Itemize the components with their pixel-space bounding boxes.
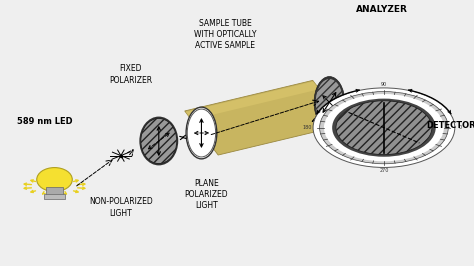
Text: 270: 270 <box>379 168 389 173</box>
Circle shape <box>324 94 444 161</box>
Ellipse shape <box>141 118 177 164</box>
Circle shape <box>319 92 448 164</box>
Text: DETECTOR: DETECTOR <box>427 120 474 130</box>
Polygon shape <box>185 81 319 120</box>
Text: NON-POLARIZED
LIGHT: NON-POLARIZED LIGHT <box>89 197 153 218</box>
Circle shape <box>336 101 432 155</box>
Text: 90: 90 <box>381 82 387 87</box>
Ellipse shape <box>315 78 344 126</box>
Text: SAMPLE TUBE
WITH OPTICALLY
ACTIVE SAMPLE: SAMPLE TUBE WITH OPTICALLY ACTIVE SAMPLE <box>194 19 256 50</box>
Polygon shape <box>185 80 346 155</box>
Text: 180: 180 <box>303 125 312 130</box>
Text: FIXED
POLARIZER: FIXED POLARIZER <box>109 64 152 85</box>
Ellipse shape <box>187 109 216 157</box>
Ellipse shape <box>139 117 178 165</box>
Text: ANALYZER: ANALYZER <box>356 5 408 14</box>
Ellipse shape <box>186 107 217 159</box>
Ellipse shape <box>37 168 72 192</box>
Circle shape <box>313 88 455 168</box>
FancyBboxPatch shape <box>44 194 65 199</box>
Text: 589 nm LED: 589 nm LED <box>17 117 73 126</box>
Circle shape <box>332 99 436 157</box>
Text: PLANE
POLARIZED
LIGHT: PLANE POLARIZED LIGHT <box>184 178 228 210</box>
Text: 0: 0 <box>459 125 462 130</box>
FancyBboxPatch shape <box>46 187 63 195</box>
Ellipse shape <box>314 77 345 128</box>
